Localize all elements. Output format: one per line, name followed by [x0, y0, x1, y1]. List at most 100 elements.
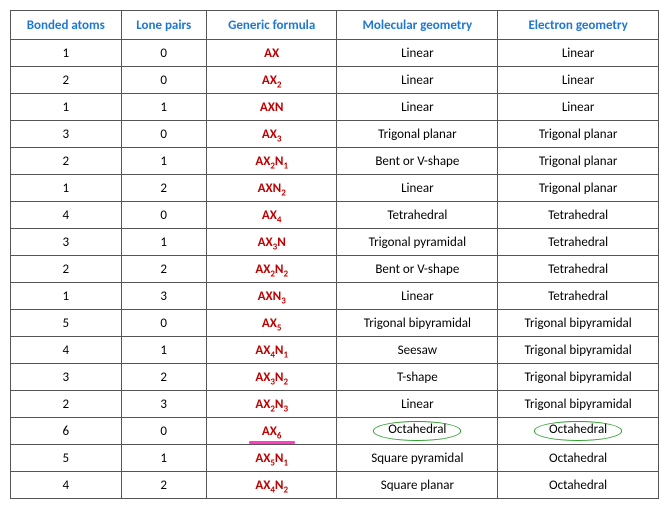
table-row: 12AXN2LinearTrigonal planar: [11, 175, 659, 202]
cell-lone-pairs: 0: [121, 310, 206, 337]
table-row: 60AX6 Octahedral Octahedral: [11, 418, 659, 445]
cell-bonded-atoms: 1: [11, 175, 122, 202]
cell-bonded-atoms: 3: [11, 229, 122, 256]
cell-electron-geometry: Trigonal planar: [498, 148, 659, 175]
cell-electron-geometry: Octahedral: [498, 472, 659, 499]
cell-electron-geometry: Trigonal bipyramidal: [498, 337, 659, 364]
table-row: 10AXLinearLinear: [11, 40, 659, 67]
oval-highlight: Octahedral: [373, 421, 461, 440]
cell-lone-pairs: 1: [121, 445, 206, 472]
cell-lone-pairs: 1: [121, 337, 206, 364]
cell-molecular-geometry: Bent or V-shape: [337, 148, 498, 175]
cell-bonded-atoms: 5: [11, 445, 122, 472]
cell-molecular-geometry: Linear: [337, 40, 498, 67]
table-row: 41AX4N1SeesawTrigonal bipyramidal: [11, 337, 659, 364]
cell-electron-geometry: Octahedral: [498, 418, 659, 445]
header-molecular-geometry: Molecular geometry: [337, 11, 498, 40]
cell-generic-formula: AXN: [206, 94, 337, 121]
cell-bonded-atoms: 2: [11, 148, 122, 175]
header-generic-formula: Generic formula: [206, 11, 337, 40]
cell-electron-geometry: Trigonal planar: [498, 121, 659, 148]
table-row: 31AX3NTrigonal pyramidalTetrahedral: [11, 229, 659, 256]
cell-bonded-atoms: 3: [11, 364, 122, 391]
cell-lone-pairs: 2: [121, 364, 206, 391]
table-row: 40AX4TetrahedralTetrahedral: [11, 202, 659, 229]
cell-molecular-geometry: Tetrahedral: [337, 202, 498, 229]
cell-electron-geometry: Trigonal bipyramidal: [498, 391, 659, 418]
header-electron-geometry: Electron geometry: [498, 11, 659, 40]
cell-electron-geometry: Tetrahedral: [498, 229, 659, 256]
cell-generic-formula: AX5N1: [206, 445, 337, 472]
cell-molecular-geometry: Bent or V-shape: [337, 256, 498, 283]
cell-generic-formula: AX4: [206, 202, 337, 229]
cell-molecular-geometry: Linear: [337, 94, 498, 121]
cell-molecular-geometry: Square planar: [337, 472, 498, 499]
cell-bonded-atoms: 3: [11, 121, 122, 148]
table-row: 51AX5N1Square pyramidalOctahedral: [11, 445, 659, 472]
cell-lone-pairs: 3: [121, 391, 206, 418]
cell-generic-formula: AXN2: [206, 175, 337, 202]
cell-bonded-atoms: 5: [11, 310, 122, 337]
table-row: 20AX2LinearLinear: [11, 67, 659, 94]
cell-molecular-geometry: Trigonal pyramidal: [337, 229, 498, 256]
header-row: Bonded atoms Lone pairs Generic formula …: [11, 11, 659, 40]
cell-bonded-atoms: 4: [11, 472, 122, 499]
cell-generic-formula: AX: [206, 40, 337, 67]
cell-bonded-atoms: 1: [11, 40, 122, 67]
cell-bonded-atoms: 4: [11, 337, 122, 364]
cell-generic-formula: AX2: [206, 67, 337, 94]
cell-molecular-geometry: Linear: [337, 391, 498, 418]
cell-generic-formula: AX4N2: [206, 472, 337, 499]
cell-lone-pairs: 1: [121, 148, 206, 175]
cell-molecular-geometry: Linear: [337, 67, 498, 94]
table-row: 30AX3Trigonal planarTrigonal planar: [11, 121, 659, 148]
cell-bonded-atoms: 6: [11, 418, 122, 445]
cell-lone-pairs: 1: [121, 94, 206, 121]
cell-lone-pairs: 0: [121, 121, 206, 148]
cell-generic-formula: AX4N1: [206, 337, 337, 364]
cell-molecular-geometry: Seesaw: [337, 337, 498, 364]
table-row: 32AX3N2T-shapeTrigonal bipyramidal: [11, 364, 659, 391]
cell-lone-pairs: 0: [121, 418, 206, 445]
cell-lone-pairs: 2: [121, 175, 206, 202]
cell-electron-geometry: Trigonal planar: [498, 175, 659, 202]
cell-lone-pairs: 2: [121, 472, 206, 499]
cell-generic-formula: AX3N: [206, 229, 337, 256]
cell-bonded-atoms: 1: [11, 94, 122, 121]
table-row: 11AXNLinearLinear: [11, 94, 659, 121]
cell-electron-geometry: Linear: [498, 40, 659, 67]
cell-generic-formula: AX2N3: [206, 391, 337, 418]
cell-electron-geometry: Tetrahedral: [498, 256, 659, 283]
cell-electron-geometry: Trigonal bipyramidal: [498, 364, 659, 391]
cell-lone-pairs: 3: [121, 283, 206, 310]
cell-molecular-geometry: Linear: [337, 175, 498, 202]
cell-molecular-geometry: Trigonal planar: [337, 121, 498, 148]
cell-generic-formula: AX5: [206, 310, 337, 337]
table-row: 42AX4N2Square planarOctahedral: [11, 472, 659, 499]
cell-bonded-atoms: 1: [11, 283, 122, 310]
cell-lone-pairs: 1: [121, 229, 206, 256]
cell-generic-formula: AXN3: [206, 283, 337, 310]
table-row: 50AX5Trigonal bipyramidalTrigonal bipyra…: [11, 310, 659, 337]
cell-generic-formula: AX2N2: [206, 256, 337, 283]
cell-molecular-geometry: Octahedral: [337, 418, 498, 445]
table-row: 22AX2N2Bent or V-shapeTetrahedral: [11, 256, 659, 283]
cell-generic-formula: AX2N1: [206, 148, 337, 175]
cell-electron-geometry: Octahedral: [498, 445, 659, 472]
table-row: 23AX2N3LinearTrigonal bipyramidal: [11, 391, 659, 418]
cell-electron-geometry: Tetrahedral: [498, 283, 659, 310]
cell-generic-formula: AX3N2: [206, 364, 337, 391]
cell-generic-formula: AX3: [206, 121, 337, 148]
table-body: 10AXLinearLinear20AX2LinearLinear11AXNLi…: [11, 40, 659, 499]
cell-bonded-atoms: 2: [11, 256, 122, 283]
cell-molecular-geometry: Trigonal bipyramidal: [337, 310, 498, 337]
cell-electron-geometry: Trigonal bipyramidal: [498, 310, 659, 337]
oval-highlight: Octahedral: [534, 421, 622, 440]
cell-lone-pairs: 0: [121, 40, 206, 67]
cell-molecular-geometry: Square pyramidal: [337, 445, 498, 472]
cell-lone-pairs: 0: [121, 202, 206, 229]
cell-electron-geometry: Linear: [498, 67, 659, 94]
header-lone-pairs: Lone pairs: [121, 11, 206, 40]
cell-bonded-atoms: 2: [11, 391, 122, 418]
cell-generic-formula: AX6: [206, 418, 337, 445]
